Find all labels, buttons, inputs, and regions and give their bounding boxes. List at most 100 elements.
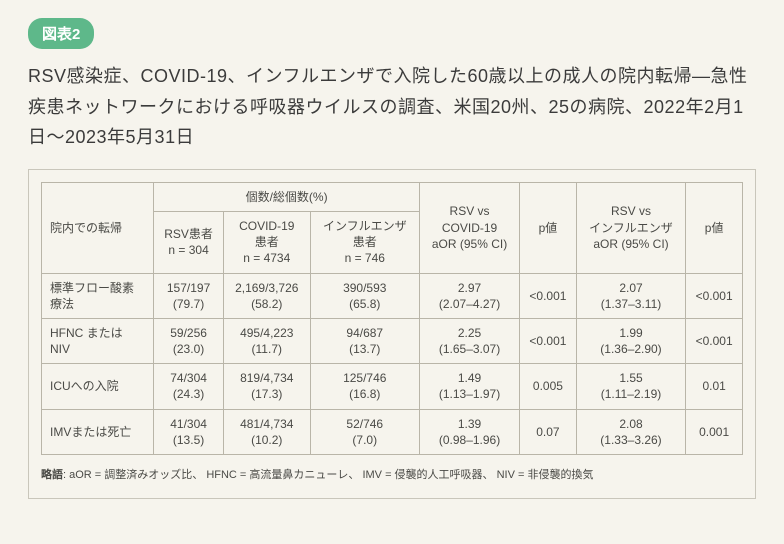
cell-flu-l2: (13.7) [317, 341, 413, 357]
cell-aor-flu-l1: 2.08 [583, 416, 679, 432]
cell-outcome-l1: IMVまたは死亡 [50, 424, 147, 440]
cell-covid: 481/4,734(10.2) [224, 409, 311, 454]
cell-outcome: HFNC またはNIV [42, 318, 154, 363]
cell-p1: 0.005 [520, 364, 577, 409]
cell-aor-covid: 1.39(0.98–1.96) [420, 409, 520, 454]
cell-aor-covid-l2: (2.07–4.27) [426, 296, 513, 312]
col-header-aor-covid-l3: aOR (95% CI) [426, 236, 513, 252]
cell-covid-l1: 2,169/3,726 [230, 280, 304, 296]
cell-aor-covid-l2: (0.98–1.96) [426, 432, 513, 448]
col-header-rsv-l1: RSV患者 [160, 226, 217, 242]
cell-aor-covid-l1: 1.39 [426, 416, 513, 432]
table-row: IMVまたは死亡41/304(13.5)481/4,734(10.2)52/74… [42, 409, 743, 454]
col-header-outcome: 院内での転帰 [42, 182, 154, 273]
cell-flu-l2: (65.8) [317, 296, 413, 312]
cell-aor-flu-l2: (1.33–3.26) [583, 432, 679, 448]
cell-aor-flu-l1: 1.55 [583, 370, 679, 386]
cell-outcome-l1: HFNC または [50, 325, 147, 341]
cell-rsv-l1: 74/304 [160, 370, 217, 386]
col-header-covid-l3: n = 4734 [230, 250, 304, 266]
cell-covid-l1: 495/4,223 [230, 325, 304, 341]
col-header-covid: COVID-19 患者 n = 4734 [224, 211, 311, 273]
cell-covid-l2: (11.7) [230, 341, 304, 357]
cell-p2: <0.001 [686, 318, 743, 363]
col-header-covid-l2: 患者 [230, 234, 304, 250]
cell-flu-l2: (7.0) [317, 432, 413, 448]
cell-rsv-l1: 59/256 [160, 325, 217, 341]
cell-aor-flu-l2: (1.11–2.19) [583, 386, 679, 402]
col-header-flu-l2: 患者 [317, 234, 413, 250]
abbreviations: 略語: aOR = 調整済みオッズ比、 HFNC = 高流量鼻カニューレ、 IM… [41, 467, 743, 484]
cell-aor-flu-l2: (1.36–2.90) [583, 341, 679, 357]
cell-rsv: 59/256(23.0) [154, 318, 224, 363]
col-header-rsv-l2: n = 304 [160, 242, 217, 258]
col-header-p1: p値 [520, 182, 577, 273]
cell-flu: 94/687(13.7) [310, 318, 419, 363]
col-header-aor-flu: RSV vs インフルエンザ aOR (95% CI) [576, 182, 685, 273]
cell-outcome-l2: 療法 [50, 296, 147, 312]
cell-aor-flu-l1: 2.07 [583, 280, 679, 296]
cell-covid-l1: 481/4,734 [230, 416, 304, 432]
cell-aor-flu: 1.99(1.36–2.90) [576, 318, 685, 363]
col-header-aor-flu-l2: インフルエンザ [583, 220, 679, 236]
col-header-p2: p値 [686, 182, 743, 273]
cell-covid-l2: (58.2) [230, 296, 304, 312]
cell-p1: 0.07 [520, 409, 577, 454]
cell-aor-covid: 2.25(1.65–3.07) [420, 318, 520, 363]
cell-aor-covid-l2: (1.65–3.07) [426, 341, 513, 357]
cell-covid: 819/4,734(17.3) [224, 364, 311, 409]
cell-outcome-l2: NIV [50, 341, 147, 357]
cell-outcome: ICUへの入院 [42, 364, 154, 409]
cell-covid-l2: (10.2) [230, 432, 304, 448]
cell-flu: 52/746(7.0) [310, 409, 419, 454]
abbreviations-text: : aOR = 調整済みオッズ比、 HFNC = 高流量鼻カニューレ、 IMV … [63, 469, 593, 481]
cell-aor-covid-l1: 2.97 [426, 280, 513, 296]
col-header-aor-flu-l1: RSV vs [583, 203, 679, 219]
col-header-flu: インフルエンザ 患者 n = 746 [310, 211, 419, 273]
cell-p2: 0.01 [686, 364, 743, 409]
figure-panel: 図表2 RSV感染症、COVID-19、インフルエンザで入院した60歳以上の成人… [0, 0, 784, 521]
col-header-aor-covid: RSV vs COVID-19 aOR (95% CI) [420, 182, 520, 273]
cell-flu-l1: 94/687 [317, 325, 413, 341]
cell-covid-l2: (17.3) [230, 386, 304, 402]
table-row: ICUへの入院74/304(24.3)819/4,734(17.3)125/74… [42, 364, 743, 409]
cell-aor-covid-l2: (1.13–1.97) [426, 386, 513, 402]
cell-outcome-l1: 標準フロー酸素 [50, 280, 147, 296]
cell-p2: <0.001 [686, 273, 743, 318]
cell-aor-covid: 1.49(1.13–1.97) [420, 364, 520, 409]
cell-rsv-l1: 41/304 [160, 416, 217, 432]
cell-aor-covid-l1: 2.25 [426, 325, 513, 341]
table-row: 標準フロー酸素療法157/197(79.7)2,169/3,726(58.2)3… [42, 273, 743, 318]
cell-aor-covid-l1: 1.49 [426, 370, 513, 386]
cell-rsv: 74/304(24.3) [154, 364, 224, 409]
cell-aor-covid: 2.97(2.07–4.27) [420, 273, 520, 318]
cell-p1: <0.001 [520, 318, 577, 363]
table-container: 院内での転帰 個数/総個数(%) RSV vs COVID-19 aOR (95… [28, 169, 756, 499]
col-header-rsv: RSV患者 n = 304 [154, 211, 224, 273]
col-header-covid-l1: COVID-19 [230, 218, 304, 234]
cell-covid: 2,169/3,726(58.2) [224, 273, 311, 318]
cell-rsv-l2: (13.5) [160, 432, 217, 448]
cell-aor-flu-l1: 1.99 [583, 325, 679, 341]
cell-aor-flu: 2.07(1.37–3.11) [576, 273, 685, 318]
cell-flu-l1: 125/746 [317, 370, 413, 386]
cell-outcome-l1: ICUへの入院 [50, 378, 147, 394]
cell-flu: 390/593(65.8) [310, 273, 419, 318]
figure-caption: RSV感染症、COVID-19、インフルエンザで入院した60歳以上の成人の院内転… [28, 61, 756, 153]
cell-flu-l2: (16.8) [317, 386, 413, 402]
cell-rsv-l2: (23.0) [160, 341, 217, 357]
cell-rsv: 41/304(13.5) [154, 409, 224, 454]
cell-outcome: IMVまたは死亡 [42, 409, 154, 454]
cell-covid: 495/4,223(11.7) [224, 318, 311, 363]
cell-p1: <0.001 [520, 273, 577, 318]
cell-outcome: 標準フロー酸素療法 [42, 273, 154, 318]
table-row: HFNC またはNIV59/256(23.0)495/4,223(11.7)94… [42, 318, 743, 363]
cell-rsv-l1: 157/197 [160, 280, 217, 296]
cell-rsv-l2: (24.3) [160, 386, 217, 402]
col-header-flu-l1: インフルエンザ [317, 218, 413, 234]
abbreviations-label: 略語 [41, 469, 63, 481]
cell-flu-l1: 52/746 [317, 416, 413, 432]
col-header-aor-covid-l2: COVID-19 [426, 220, 513, 236]
outcomes-table: 院内での転帰 個数/総個数(%) RSV vs COVID-19 aOR (95… [41, 182, 743, 455]
cell-aor-flu: 2.08(1.33–3.26) [576, 409, 685, 454]
